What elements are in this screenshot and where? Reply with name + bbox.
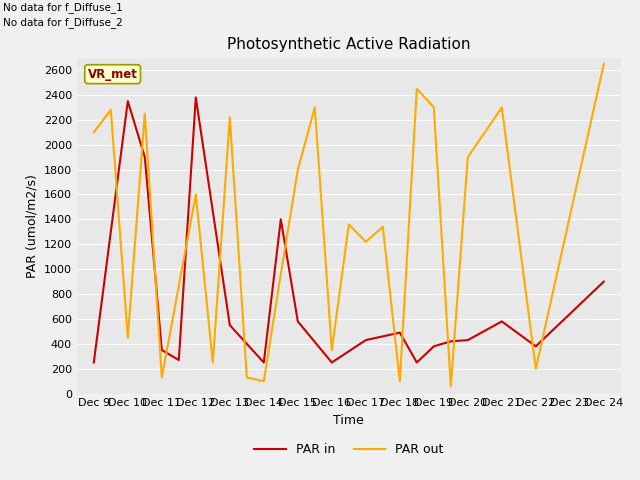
PAR in: [464, 337, 472, 343]
PAR out: [209, 360, 216, 365]
PAR in: [260, 360, 268, 365]
PAR out: [124, 335, 132, 340]
PAR out: [328, 347, 335, 353]
PAR out: [158, 374, 166, 380]
PAR out: [345, 221, 353, 227]
X-axis label: Time: Time: [333, 414, 364, 427]
PAR out: [362, 239, 370, 245]
PAR out: [90, 130, 98, 135]
PAR in: [192, 95, 200, 100]
PAR in: [379, 334, 387, 339]
PAR in: [328, 360, 335, 365]
PAR out: [192, 192, 200, 197]
PAR out: [447, 383, 454, 389]
PAR out: [532, 366, 540, 372]
PAR in: [175, 357, 182, 363]
Text: No data for f_Diffuse_1: No data for f_Diffuse_1: [3, 2, 123, 13]
PAR in: [430, 343, 438, 349]
PAR in: [362, 337, 370, 343]
Line: PAR out: PAR out: [94, 64, 604, 386]
PAR in: [226, 322, 234, 328]
PAR in: [396, 330, 404, 336]
Title: Photosynthetic Active Radiation: Photosynthetic Active Radiation: [227, 37, 470, 52]
PAR out: [600, 61, 607, 67]
PAR out: [226, 114, 234, 120]
PAR out: [141, 111, 148, 117]
Text: No data for f_Diffuse_2: No data for f_Diffuse_2: [3, 17, 123, 28]
PAR in: [600, 279, 607, 285]
PAR in: [498, 319, 506, 324]
PAR in: [277, 216, 285, 222]
PAR out: [243, 374, 251, 380]
PAR out: [277, 271, 285, 277]
Line: PAR in: PAR in: [94, 97, 604, 362]
PAR out: [464, 154, 472, 160]
PAR out: [379, 224, 387, 230]
PAR in: [90, 360, 98, 365]
PAR in: [413, 360, 420, 365]
PAR out: [413, 86, 420, 92]
Legend: PAR in, PAR out: PAR in, PAR out: [250, 438, 448, 461]
Y-axis label: PAR (umol/m2/s): PAR (umol/m2/s): [25, 174, 38, 277]
PAR out: [311, 105, 319, 110]
PAR in: [124, 98, 132, 104]
PAR out: [430, 105, 438, 110]
PAR out: [260, 378, 268, 384]
PAR in: [158, 347, 166, 353]
PAR out: [294, 167, 301, 172]
PAR in: [532, 343, 540, 349]
PAR out: [498, 105, 506, 110]
Text: VR_met: VR_met: [88, 68, 138, 81]
PAR in: [141, 154, 148, 160]
PAR in: [294, 319, 301, 324]
PAR in: [447, 338, 454, 344]
PAR out: [107, 107, 115, 113]
PAR out: [396, 378, 404, 384]
